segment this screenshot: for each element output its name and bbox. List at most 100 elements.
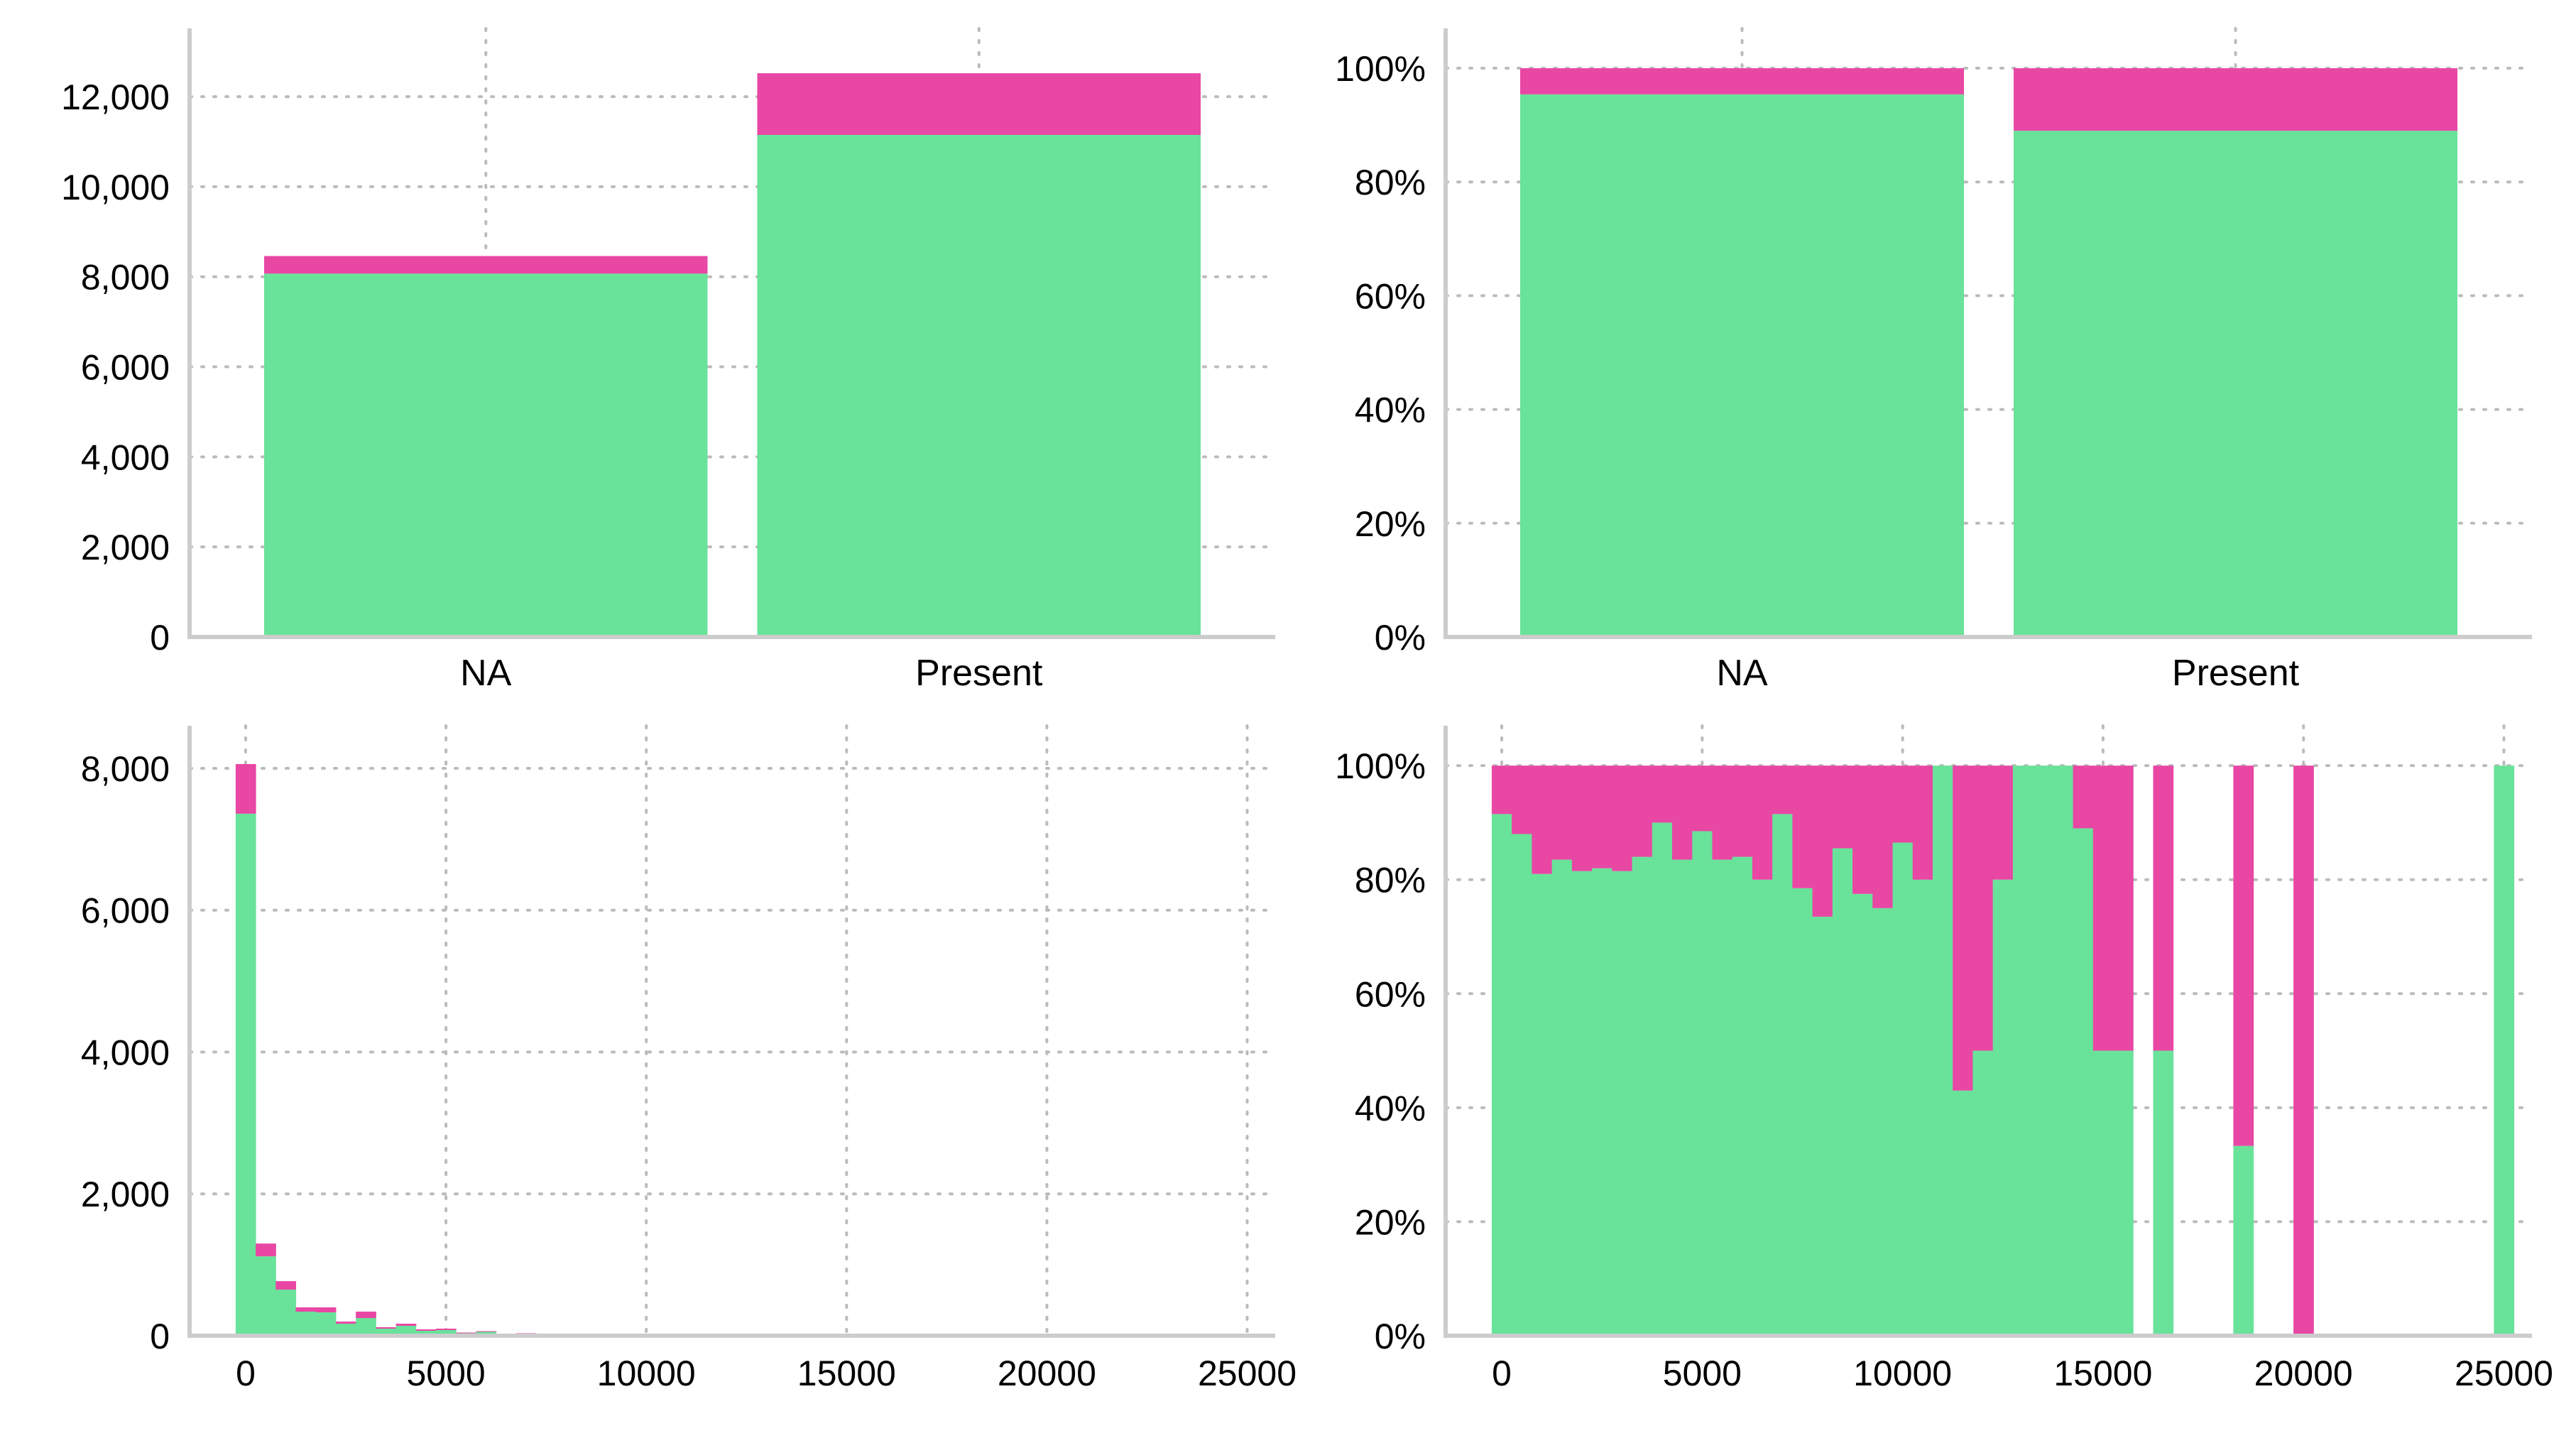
bar-segment [1592, 868, 1612, 1336]
y-tick-label: 0 [150, 618, 170, 658]
bar-segment [1812, 766, 1833, 917]
bar-segment [315, 1307, 337, 1313]
bar-segment [2113, 766, 2134, 1051]
bar-segment [2293, 766, 2314, 1336]
y-tick-label: 10,000 [61, 168, 170, 207]
bar-segment [1732, 766, 1753, 857]
bar-segment [2012, 766, 2034, 1336]
bottom-left-chart: 0 2,000 4,000 6,000 8,000 0 5000 10000 15000 2000… [81, 724, 1297, 1393]
bar-segment [395, 1324, 417, 1327]
x-tick-label: 25000 [2455, 1353, 2553, 1393]
bar-segment [1612, 871, 1633, 1336]
bar-segment [1671, 766, 1693, 860]
bar-segment [335, 1324, 356, 1336]
bar-segment [1652, 766, 1673, 823]
bar-segment [415, 1331, 437, 1336]
bar-segment [1571, 871, 1593, 1336]
bar-segment [356, 1312, 376, 1319]
y-tick-label: 80% [1355, 861, 1426, 900]
bar-segment [1671, 859, 1693, 1336]
bar-segment [456, 1332, 476, 1334]
bar-segment [1972, 766, 1994, 1051]
bar-segment [264, 256, 708, 274]
bar-segment [1520, 68, 1964, 94]
y-tick-label: 0 [150, 1317, 170, 1356]
y-tick-label: 20% [1355, 1202, 1426, 1242]
bottom-right-chart: 0% 20% 40% 60% 80% 100% 0 5000 10000 15000 20000 25… [1335, 724, 2553, 1393]
y-tick-label: 2,000 [81, 1175, 170, 1214]
x-tick-label: 5000 [406, 1353, 485, 1393]
bar-segment [1892, 842, 1914, 1336]
bar-segment [395, 1326, 417, 1336]
bar-segment [2073, 766, 2094, 829]
bar-segment [264, 273, 708, 637]
bar-segment [2033, 766, 2053, 1336]
bar-segment [1491, 814, 1512, 1336]
bar-segment [1551, 859, 1573, 1336]
bar-segment [1892, 766, 1914, 843]
bar-segment [2233, 1145, 2254, 1336]
y-tick-label: 8,000 [81, 258, 170, 298]
bar-segment [1972, 1050, 1994, 1336]
bar-segment [256, 1243, 276, 1257]
x-tick-label: 25000 [1198, 1353, 1297, 1393]
bar-segment [1592, 766, 1612, 868]
top-right-chart: 0% 20% 40% 60% 80% 100% NA Present [1335, 27, 2533, 694]
bar-segment [476, 1331, 497, 1332]
bar-segment [1520, 94, 1964, 637]
x-tick-label: 20000 [2254, 1353, 2353, 1393]
category-label: Present [915, 653, 1043, 694]
bar-segment [1712, 766, 1733, 860]
bar-segment [2113, 1050, 2134, 1336]
x-tick-label: 10000 [597, 1353, 696, 1393]
bar-segment [335, 1322, 356, 1324]
y-tick-label: 4,000 [81, 437, 170, 477]
bar-segment [295, 1307, 317, 1312]
category-label: NA [460, 653, 512, 694]
bar-segment [1992, 766, 2014, 880]
bar-segment [2092, 766, 2114, 1051]
bar-segment [1752, 766, 1773, 880]
x-tick-label: 15000 [2053, 1353, 2152, 1393]
bar-segment [275, 1281, 297, 1290]
bar-segment [1652, 822, 1673, 1336]
bar-segment [1551, 766, 1573, 860]
bar-segment [1872, 766, 1894, 908]
bar-segment [2014, 68, 2457, 131]
bar-segment [1772, 766, 1793, 815]
bar-segment [1953, 1090, 1973, 1336]
bar-segment [1912, 879, 1933, 1336]
y-tick-label: 40% [1355, 391, 1426, 430]
bar-segment [1612, 766, 1633, 871]
top-left-chart: 0 2,000 4,000 6,000 8,000 10,000 12,000 NA Prese… [61, 27, 1277, 694]
bar-segment [1512, 766, 1532, 834]
y-tick-label: 0% [1375, 1317, 1426, 1356]
bar-segment [1532, 766, 1553, 874]
bar-segment [1832, 848, 1853, 1336]
bar-segment [1752, 879, 1773, 1336]
y-tick-label: 80% [1355, 163, 1426, 202]
bar-segment [235, 763, 256, 814]
x-tick-label: 0 [1492, 1353, 1512, 1393]
bar-segment [1852, 766, 1873, 894]
bar-segment [376, 1329, 397, 1336]
x-tick-label: 15000 [797, 1353, 896, 1393]
y-tick-label: 12,000 [61, 77, 170, 117]
bar-segment [235, 813, 256, 1336]
y-tick-label: 2,000 [81, 528, 170, 567]
y-tick-label: 6,000 [81, 891, 170, 931]
bar-segment [1712, 859, 1733, 1336]
bar-segment [757, 73, 1201, 135]
bar-segment [275, 1290, 297, 1336]
bar-segment [1632, 856, 1653, 1336]
bar-segment [1852, 893, 1873, 1336]
bar-segment [415, 1329, 437, 1331]
bar-segment [1772, 814, 1793, 1336]
bar-segment [1512, 834, 1532, 1336]
bar-segment [2153, 1050, 2174, 1336]
bar-segment [1692, 831, 1713, 1336]
bar-segment [1912, 766, 1933, 880]
y-tick-label: 20% [1355, 504, 1426, 544]
bar-segment [2494, 766, 2515, 1336]
